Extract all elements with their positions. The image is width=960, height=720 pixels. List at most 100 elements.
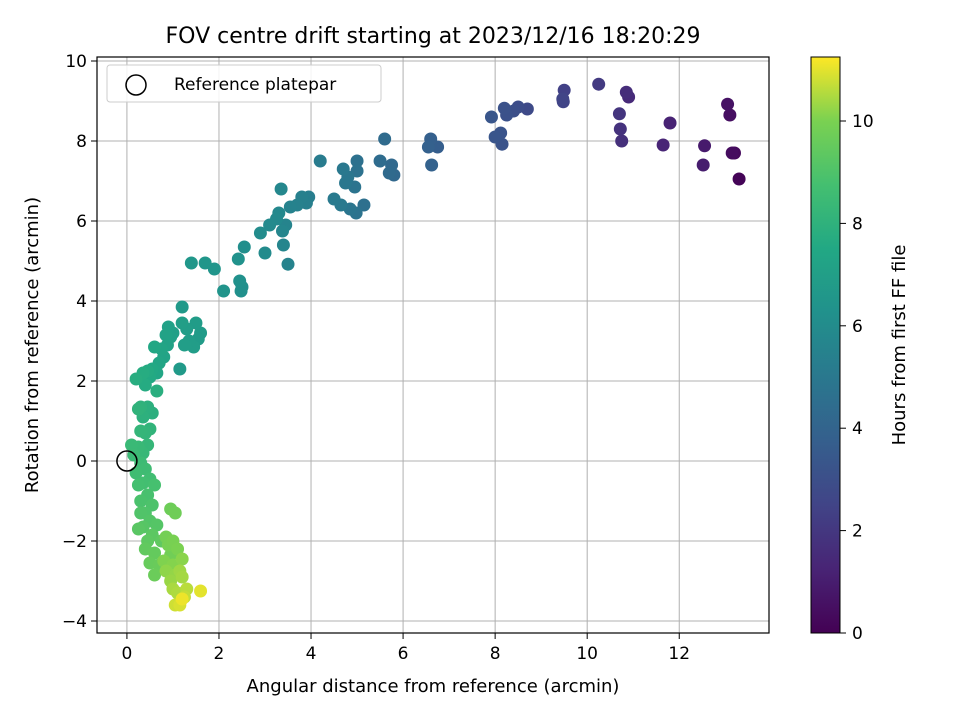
data-point (148, 546, 162, 560)
data-point (237, 240, 251, 254)
data-point (725, 146, 739, 160)
data-point (327, 192, 341, 206)
data-point (663, 116, 677, 130)
data-point (177, 338, 191, 352)
x-tick-label: 12 (668, 644, 690, 664)
data-point (258, 246, 272, 260)
y-tick-label: 6 (76, 212, 87, 232)
reference-point-marker (116, 450, 138, 472)
data-point (175, 552, 189, 566)
data-point (148, 340, 162, 354)
data-point (556, 92, 570, 106)
data-point (148, 568, 162, 582)
chart-title: FOV centre drift starting at 2023/12/16 … (166, 24, 701, 49)
data-point (131, 478, 145, 492)
y-tick-label: 2 (76, 372, 87, 392)
data-point (233, 274, 247, 288)
data-point (656, 138, 670, 152)
data-point (723, 108, 737, 122)
colorbar: 0 2 4 6 8 10 Hours from first FF file (810, 56, 910, 644)
data-point (173, 362, 187, 376)
data-point (592, 77, 606, 91)
colorbar-ticks: 0 2 4 6 8 10 (840, 112, 874, 644)
x-tick-label: 8 (490, 644, 501, 664)
data-point (488, 130, 502, 144)
colorbar-tick-label: 2 (852, 522, 863, 542)
data-point (134, 494, 148, 508)
data-point (198, 256, 212, 270)
data-point (382, 166, 396, 180)
colorbar-tick-label: 0 (852, 624, 863, 644)
plot-frame (96, 56, 770, 634)
data-point (138, 378, 152, 392)
data-point (615, 134, 629, 148)
data-point (189, 316, 203, 330)
data-point (234, 284, 248, 298)
data-point (619, 85, 633, 99)
colorbar-tick-label: 4 (852, 419, 863, 439)
data-point (125, 438, 139, 452)
data-point (194, 584, 208, 598)
data-point (497, 101, 511, 115)
y-tick-label: 8 (76, 132, 87, 152)
data-point (175, 300, 189, 314)
legend-entry-label: Reference platepar (174, 75, 336, 95)
y-tick-label: 4 (76, 292, 87, 312)
data-point (275, 224, 289, 238)
x-tick-label: 0 (122, 644, 133, 664)
data-point (175, 592, 189, 606)
data-point (373, 154, 387, 168)
y-axis-ticks: −4 −2 0 2 4 6 8 10 (62, 52, 97, 632)
legend-marker-circle-icon (125, 74, 147, 96)
x-axis-ticks: 0 2 4 6 8 10 12 (122, 633, 690, 664)
data-point (313, 154, 327, 168)
colorbar-tick-label: 6 (852, 317, 863, 337)
data-point (148, 478, 162, 492)
data-point (613, 122, 627, 136)
legend: Reference platepar (106, 64, 382, 103)
data-point (168, 506, 182, 520)
data-point (281, 257, 295, 271)
data-point (207, 262, 221, 276)
x-tick-label: 4 (306, 644, 317, 664)
data-point (150, 518, 164, 532)
data-point (357, 198, 371, 212)
data-point (336, 162, 350, 176)
data-point (350, 154, 364, 168)
colorbar-label: Hours from first FF file (889, 245, 910, 446)
data-point (159, 328, 173, 342)
data-point (129, 372, 143, 386)
data-point (274, 182, 288, 196)
legend-box (106, 64, 382, 103)
data-point (283, 200, 297, 214)
colorbar-gradient (810, 56, 841, 634)
data-point (612, 107, 626, 121)
data-point (150, 384, 164, 398)
data-point (276, 238, 290, 252)
y-tick-label: −2 (62, 532, 87, 552)
data-point (131, 402, 145, 416)
data-point (425, 158, 439, 172)
data-point (131, 522, 145, 536)
data-points (125, 77, 746, 612)
colorbar-tick-label: 8 (852, 214, 863, 234)
data-point (421, 140, 435, 154)
x-tick-label: 10 (576, 644, 598, 664)
data-point (134, 424, 148, 438)
x-axis-label: Angular distance from reference (arcmin) (247, 676, 620, 697)
data-point (732, 172, 746, 186)
y-tick-label: 10 (65, 52, 87, 72)
data-point (134, 506, 148, 520)
data-point (484, 110, 498, 124)
data-point (184, 256, 198, 270)
x-tick-label: 2 (214, 644, 225, 664)
data-point (339, 176, 353, 190)
data-point (175, 570, 189, 584)
data-point (696, 158, 710, 172)
data-point (231, 252, 245, 266)
colorbar-tick-label: 10 (852, 112, 874, 132)
data-point (378, 132, 392, 146)
data-point (171, 542, 185, 556)
data-point (217, 284, 231, 298)
